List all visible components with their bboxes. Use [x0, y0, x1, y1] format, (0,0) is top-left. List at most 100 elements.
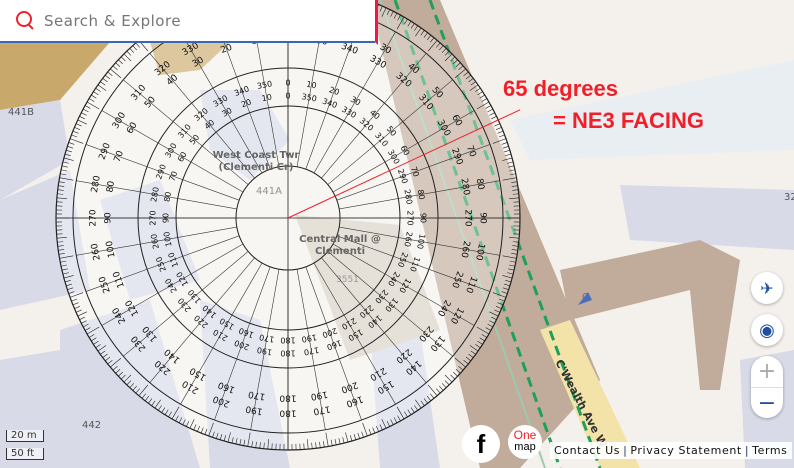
protractor-degree-label: 80	[474, 178, 486, 191]
protractor-degree-label: 280	[402, 189, 414, 206]
protractor-degree-label: 280	[458, 177, 471, 196]
protractor-tick	[81, 112, 87, 116]
protractor-tick	[104, 74, 111, 80]
protractor-tick	[123, 374, 132, 383]
protractor-tick	[490, 316, 497, 320]
protractor-tick	[479, 337, 485, 342]
protractor-tick	[178, 417, 183, 423]
protractor-tick	[415, 399, 422, 409]
protractor-tick	[182, 419, 186, 425]
protractor-degree-label: 280	[90, 175, 103, 194]
protractor-tick	[502, 157, 513, 161]
protractor-degree-label: 70	[409, 166, 421, 179]
water-area	[510, 60, 794, 160]
protractor-tick	[77, 119, 87, 125]
terms-link[interactable]: Terms	[752, 444, 788, 457]
protractor-tick	[88, 334, 95, 338]
protractor-tick	[58, 253, 65, 255]
protractor-tick	[415, 27, 422, 37]
protractor-degree-label: 70	[113, 149, 126, 163]
protractor-tick	[72, 130, 79, 134]
contact-us-link[interactable]: Contact Us	[554, 444, 621, 457]
protractor-degree-label: 280	[149, 186, 161, 203]
protractor-tick	[148, 398, 153, 404]
protractor-tick	[79, 316, 86, 320]
protractor-tick	[88, 98, 95, 102]
protractor-tick	[75, 309, 82, 313]
protractor-spoke	[321, 53, 427, 179]
protractor-tick	[115, 62, 121, 67]
protractor-tick	[455, 62, 461, 67]
protractor-tick	[311, 442, 313, 449]
protractor-tick	[476, 101, 490, 110]
protractor-degree-label: 180	[279, 408, 296, 418]
protractor-degree-label: 170	[259, 332, 276, 344]
protractor-tick	[477, 340, 483, 345]
search-icon[interactable]	[14, 10, 36, 32]
scale-metric: 20 m	[6, 430, 44, 442]
protractor-tick	[502, 146, 509, 149]
protractor-tick	[502, 255, 517, 259]
protractor-spoke	[101, 243, 244, 326]
protractor-tick	[497, 302, 504, 306]
protractor-tick	[69, 138, 84, 144]
protractor-degree-label: 190	[301, 332, 318, 344]
search-input[interactable]	[42, 10, 216, 31]
protractor-tick	[67, 287, 74, 290]
protractor-tick	[307, 439, 309, 450]
zoom-in-button[interactable]: +	[751, 356, 783, 388]
protractor-tick	[427, 40, 438, 52]
facebook-button[interactable]: f	[462, 425, 500, 463]
protractor-tick	[60, 260, 67, 263]
privacy-statement-link[interactable]: Privacy Statement	[630, 444, 742, 457]
locate-button[interactable]: ◉	[751, 314, 783, 346]
protractor-tick	[372, 427, 376, 434]
protractor-tick	[71, 134, 78, 138]
protractor-tick	[397, 14, 401, 21]
protractor-degree-label: 80	[416, 189, 427, 201]
protractor-tick	[481, 334, 488, 338]
protractor-tick	[423, 32, 428, 38]
protractor-tick	[404, 411, 408, 418]
protractor-tick	[112, 366, 118, 371]
protractor-tick	[507, 161, 514, 164]
protractor-tick	[86, 326, 100, 335]
protractor-tick	[83, 323, 89, 328]
sand-area	[150, 42, 230, 75]
protractor-tick	[102, 353, 108, 358]
protractor-degree-label: 100	[162, 231, 174, 248]
protractor-degree-label: 270	[406, 210, 415, 225]
protractor-degree-label: 70	[167, 170, 179, 183]
protractor-tick	[504, 283, 510, 287]
protractor-tick	[507, 272, 514, 275]
protractor-tick	[67, 146, 74, 149]
protractor-tick	[77, 311, 87, 317]
protractor-tick	[410, 23, 415, 29]
protractor-tick	[110, 68, 122, 79]
protractor-tick	[100, 81, 106, 86]
protractor-tick	[81, 320, 87, 324]
rail-track	[379, 0, 546, 468]
protractor-tick	[386, 9, 390, 16]
onemap-logo[interactable]: One map	[508, 425, 542, 459]
protractor-tick	[353, 434, 357, 440]
protractor-tick	[91, 94, 97, 99]
protractor-spoke	[101, 110, 244, 193]
satellite-layer-button[interactable]: ✈	[751, 272, 783, 304]
protractor-tick	[427, 384, 438, 396]
protractor-tick	[164, 409, 169, 415]
protractor-tick	[468, 353, 474, 358]
protractor-spoke	[313, 31, 396, 174]
protractor-tick	[197, 425, 200, 432]
protractor-tick	[495, 306, 502, 309]
protractor-tick	[61, 165, 68, 168]
annotation-facing: = NE3 FACING	[553, 108, 704, 133]
road	[540, 320, 640, 468]
protractor-tick	[171, 406, 180, 420]
protractor-tick	[390, 419, 394, 425]
protractor-tick	[59, 255, 74, 259]
protractor-degree-label: 70	[464, 144, 477, 158]
zoom-out-button[interactable]: −	[757, 391, 777, 416]
protractor-tick	[495, 127, 502, 130]
